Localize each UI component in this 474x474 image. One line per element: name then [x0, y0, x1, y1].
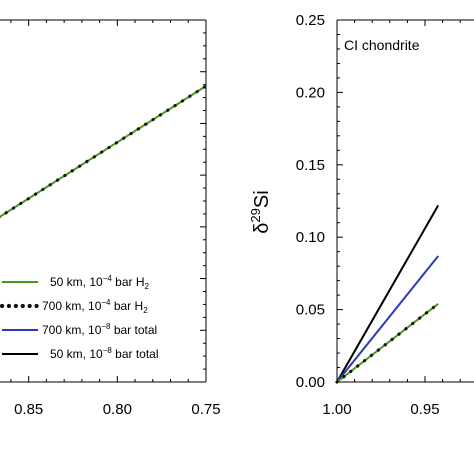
- legend-label-sub: 2: [143, 306, 148, 315]
- legend-label: 700 km, 10−8 bar total: [42, 322, 157, 337]
- right-series-line: [336, 255, 439, 383]
- right-y-tick-label: 0.15: [296, 157, 325, 174]
- chart-annotation: CI chondrite: [344, 37, 420, 53]
- legend-label-main: 50 km, 10: [50, 275, 103, 289]
- y-axis-label-sup: 29: [248, 208, 263, 222]
- right-y-tick-label: 0.00: [296, 374, 325, 391]
- legend-label-rest: bar total: [112, 347, 159, 361]
- legend-label-exp: −8: [101, 322, 111, 331]
- right-axis-ticks: [336, 19, 461, 383]
- legend-label-main: 700 km, 10: [42, 299, 102, 313]
- right-y-tick-label: 0.10: [296, 229, 325, 246]
- right-y-tick-label: 0.25: [296, 12, 325, 29]
- legend-label-exp: −4: [103, 274, 113, 283]
- svg-text:δ29Si: δ29Si: [248, 190, 273, 233]
- right-y-tick-label: 0.20: [296, 84, 325, 101]
- left-axis-ticks: [10, 19, 207, 383]
- legend-label-exp: −4: [101, 298, 111, 307]
- legend-label: 50 km, 10−4 bar H2: [50, 274, 150, 291]
- legend-item: 700 km, 10−8 bar total: [2, 322, 157, 337]
- legend-item: 50 km, 10−4 bar H2: [2, 274, 150, 291]
- legend-item: 50 km, 10−8 bar total: [2, 346, 159, 361]
- y-axis-label: δ29Si: [248, 190, 273, 233]
- right-x-tick-label: 1.00: [322, 401, 351, 418]
- right-panel: 0.00 0.05 0.10 0.15 0.20 0.25 1.00 0.95 CI cho…: [248, 12, 474, 418]
- legend-label-sub: 2: [145, 282, 150, 291]
- y-axis-label-delta: δ: [251, 223, 273, 234]
- right-series-line: [336, 204, 440, 383]
- left-x-tick-label: 0.85: [14, 401, 43, 418]
- legend-label-rest: bar H: [112, 275, 145, 289]
- legend-label: 700 km, 10−4 bar H2: [42, 298, 148, 315]
- legend-label-main: 50 km, 10: [50, 347, 103, 361]
- right-series-group: [335, 204, 440, 384]
- left-series-group: [0, 84, 208, 219]
- legend-label-rest: bar H: [111, 299, 144, 313]
- right-x-tick-labels: 1.00 0.95: [322, 401, 439, 418]
- legend-label: 50 km, 10−8 bar total: [50, 346, 159, 361]
- right-x-tick-label: 0.95: [410, 401, 439, 418]
- right-y-tick-label: 0.05: [296, 302, 325, 319]
- right-y-tick-labels: 0.00 0.05 0.10 0.15 0.20 0.25: [296, 12, 325, 391]
- legend-label-main: 700 km, 10: [42, 323, 102, 337]
- left-x-tick-label: 0.80: [103, 401, 132, 418]
- left-series-line: [0, 85, 207, 218]
- legend-item: 700 km, 10−4 bar H2: [0, 298, 148, 315]
- left-x-tick-labels: 0.85 0.80 0.75: [14, 401, 221, 418]
- left-series-line: [0, 84, 208, 219]
- legend-label-rest: bar total: [111, 323, 158, 337]
- left-x-tick-label: 0.75: [191, 401, 220, 418]
- right-series-line: [336, 303, 439, 383]
- y-axis-label-si: Si: [251, 190, 273, 208]
- legend-label-exp: −8: [103, 346, 113, 355]
